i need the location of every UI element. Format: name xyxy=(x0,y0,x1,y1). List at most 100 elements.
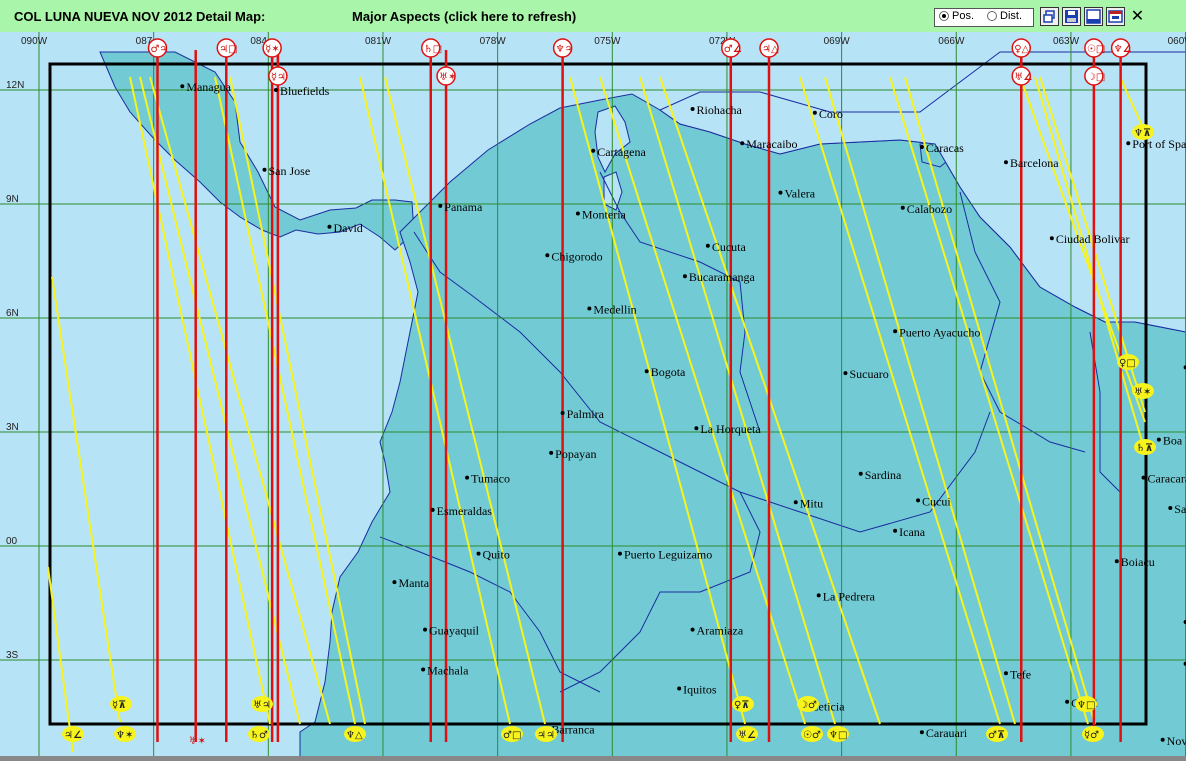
city-dot xyxy=(919,145,924,149)
city-dot xyxy=(690,627,695,632)
city-dot xyxy=(1049,236,1054,241)
city-label: Bucaramanga xyxy=(689,270,756,284)
zenith-marker xyxy=(147,38,168,58)
zenith-marker xyxy=(552,38,573,58)
city-dot xyxy=(893,528,898,533)
zenith-marker-label: ♂♃ xyxy=(150,44,168,55)
aspect-glyph-badge xyxy=(251,696,273,712)
city-dot xyxy=(465,475,470,480)
city-dot xyxy=(545,253,550,258)
city-label: Barcelona xyxy=(1010,156,1059,170)
map-canvas[interactable]: Managua Bluefields San Jose David Panama Cart… xyxy=(0,32,1186,761)
radio-pos[interactable]: Pos. xyxy=(939,10,974,22)
zenith-marker xyxy=(268,66,288,86)
city-dot xyxy=(273,88,278,92)
aspect-glyph-badge xyxy=(827,726,849,742)
city-label: Bluefields xyxy=(280,84,330,98)
zenith-marker xyxy=(721,38,741,58)
aspect-glyph-label: ♂⊼ xyxy=(988,730,1005,741)
aspect-glyph-label: ♄♂ xyxy=(250,730,268,741)
close-button[interactable]: ✕ xyxy=(1128,7,1147,26)
city-dot xyxy=(1156,437,1161,442)
border-line xyxy=(379,536,601,693)
zenith-marker xyxy=(1110,38,1131,58)
city-dot xyxy=(778,190,783,195)
city-dot xyxy=(740,141,745,146)
aspect-glyph-label: ♆□ xyxy=(829,730,847,741)
aspect-line xyxy=(129,76,271,725)
radio-dist-dot[interactable] xyxy=(987,11,997,21)
city-dot xyxy=(858,471,863,476)
city-label: Riohacha xyxy=(697,103,743,117)
zenith-marker-label: ☿✶ xyxy=(265,44,280,55)
window-icon xyxy=(1108,10,1123,23)
aspect-glyph-label: ♀⊼ xyxy=(734,700,749,711)
aspect-glyph-badge xyxy=(1134,439,1156,455)
city-label: Panama xyxy=(444,200,483,214)
city-dot xyxy=(1065,699,1070,704)
radio-pos-dot[interactable] xyxy=(939,11,949,21)
city-dot xyxy=(694,426,699,431)
aspect-glyph-label: ♃∠ xyxy=(64,730,82,741)
restore-button[interactable] xyxy=(1040,7,1059,26)
aspect-glyphs: ♂♃♅✶♃□☿✶☿♃♄□♅✶♆♃♂∠♃△♀△♅∠☉□☽□♆∠♂✶♆♂♆□♆⊼♀□… xyxy=(62,38,1156,747)
map-area[interactable]: Managua Bluefields San Jose David Panama Cart… xyxy=(0,32,1186,761)
city-dot xyxy=(430,507,435,512)
aspect-glyph-label: ♅✶ xyxy=(1134,387,1151,398)
aspect-glyph-badge xyxy=(1132,383,1154,399)
city-dot xyxy=(1160,737,1165,742)
city-label: Boiacu xyxy=(1121,555,1155,569)
aspect-glyph-badge xyxy=(1117,354,1139,370)
city-label: Bogota xyxy=(651,365,686,379)
aspect-line xyxy=(1119,76,1146,133)
city-label: David xyxy=(333,221,362,235)
zenith-marker xyxy=(1011,38,1032,58)
city-dot xyxy=(180,84,185,89)
city-label: Monteria xyxy=(582,208,627,222)
city-dot xyxy=(560,411,565,415)
aspect-glyph-label: ♆⊼ xyxy=(1134,128,1151,139)
radio-dist[interactable]: Dist. xyxy=(987,10,1022,22)
save-button[interactable] xyxy=(1062,7,1081,26)
aspect-glyph-badge xyxy=(1075,696,1097,712)
aspect-glyph-label: ☉♂ xyxy=(803,730,821,741)
longitude-label: 066W xyxy=(938,36,965,47)
aspect-glyph-label: ♀□ xyxy=(1119,358,1136,369)
city-label: Coro xyxy=(819,107,843,121)
aspect-glyph-badge xyxy=(732,696,754,712)
aspect-line xyxy=(824,76,1016,725)
refresh-link[interactable]: Major Aspects (click here to refresh) xyxy=(352,9,577,24)
aspect-glyph-badge xyxy=(501,726,523,742)
restore-icon xyxy=(1043,10,1055,23)
aspect-line xyxy=(599,76,806,725)
latitude-label: 9N xyxy=(6,194,19,205)
window-button[interactable] xyxy=(1106,7,1125,26)
city-label: Valera xyxy=(784,187,815,201)
longitude-label: 078W xyxy=(480,36,507,47)
city-dot xyxy=(690,107,695,111)
border-line xyxy=(739,411,991,533)
city-dot xyxy=(812,110,817,115)
city-dot xyxy=(327,224,332,229)
aspect-glyph-badge xyxy=(110,696,132,712)
city-dot xyxy=(919,730,924,735)
city-dot xyxy=(1003,671,1008,676)
city-dot xyxy=(682,274,687,279)
aspect-line xyxy=(51,276,121,723)
print-button[interactable] xyxy=(1084,7,1103,26)
city-label: Caracarai xyxy=(1148,472,1186,486)
zenith-marker-label: ☽□ xyxy=(1087,72,1105,83)
radio-dist-label: Dist. xyxy=(1000,10,1022,22)
aspect-line xyxy=(889,76,1089,725)
aspect-glyph-label: ♆□ xyxy=(1077,700,1095,711)
coordinate-labels: 090W 087 084 081W 078W 075W 072W 069W 066W 063W 06… xyxy=(6,36,1186,661)
close-icon: ✕ xyxy=(1130,8,1145,25)
city-dot xyxy=(916,498,921,503)
zenith-marker xyxy=(1084,66,1104,86)
zenith-marker xyxy=(1084,38,1104,58)
city-label: Maracaibo xyxy=(746,137,797,151)
city-label: Carauari xyxy=(926,726,968,740)
longitude-label: 081W xyxy=(365,36,392,47)
aspect-glyph-label: ♄⊼ xyxy=(1136,443,1153,454)
longitude-label: 087 xyxy=(136,36,153,47)
